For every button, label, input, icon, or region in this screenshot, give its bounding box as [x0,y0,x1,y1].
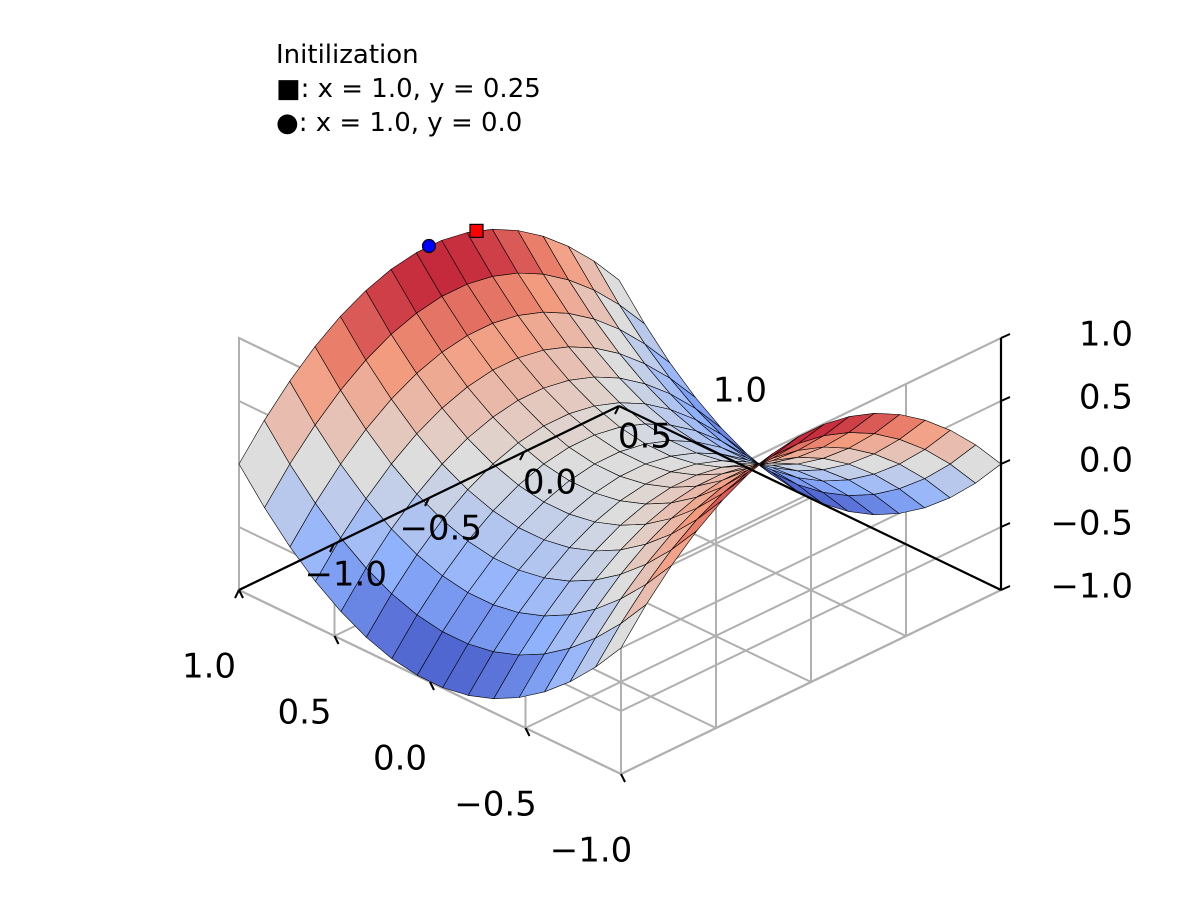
z-tick-label: 0.5 [1079,378,1133,418]
z-tick-label: −0.5 [1050,504,1133,544]
y-axis-line [618,405,1002,591]
y-tick-label: −0.5 [399,509,482,549]
z-tick-label: −1.0 [1050,567,1133,607]
legend: Initilization ■: x = 1.0, y = 0.25 ●: x … [276,38,541,140]
y-tick [234,589,240,599]
surface-patch [289,346,341,426]
y-tick-label: 0.5 [618,417,672,457]
x-tick [238,589,244,599]
axis-lines [234,333,1011,783]
x-tick-label: 1.0 [182,647,236,687]
x-tick [429,681,435,691]
x-tick [620,773,626,783]
surface-mesh [238,229,1002,700]
x-tick-label: 0.5 [277,693,331,733]
x-tick [333,635,340,645]
z-tick-label: 1.0 [1079,315,1133,355]
z-tick [1000,585,1011,591]
x-tick-label: −0.5 [454,785,537,825]
legend-row-square: ■: x = 1.0, y = 0.25 [276,72,541,106]
y-tick [329,543,335,553]
y-tick [614,405,620,415]
y-tick [519,451,525,461]
z-tick [1000,333,1011,339]
legend-square-text: : x = 1.0, y = 0.25 [300,74,541,104]
x-tick [524,727,531,737]
square-marker [469,223,484,238]
legend-circle-text: : x = 1.0, y = 0.0 [298,108,523,138]
z-tick [1000,396,1011,402]
circle-marker [421,238,437,254]
y-tick-label: 0.0 [523,463,577,503]
circle-symbol-icon: ● [276,108,299,138]
square-symbol-icon: ■ [276,74,301,104]
tick-labels: 1.0 0.5 0.0 −0.5 −1.0 −1.0 −0.5 0.0 0.5 1.0 1.0 0.5… [182,315,1133,871]
surface-patch [645,530,698,585]
z-tick [1000,522,1011,528]
y-tick-label: 1.0 [713,371,767,411]
init-markers [421,223,484,254]
legend-title: Initilization [276,40,419,70]
z-tick-label: 0.0 [1079,441,1133,481]
y-tick-label: −1.0 [304,555,387,595]
y-tick [424,497,430,507]
z-tick [1000,459,1011,465]
legend-row-circle: ●: x = 1.0, y = 0.0 [276,106,541,140]
x-tick-label: 0.0 [373,739,427,779]
x-tick-label: −1.0 [550,831,633,871]
